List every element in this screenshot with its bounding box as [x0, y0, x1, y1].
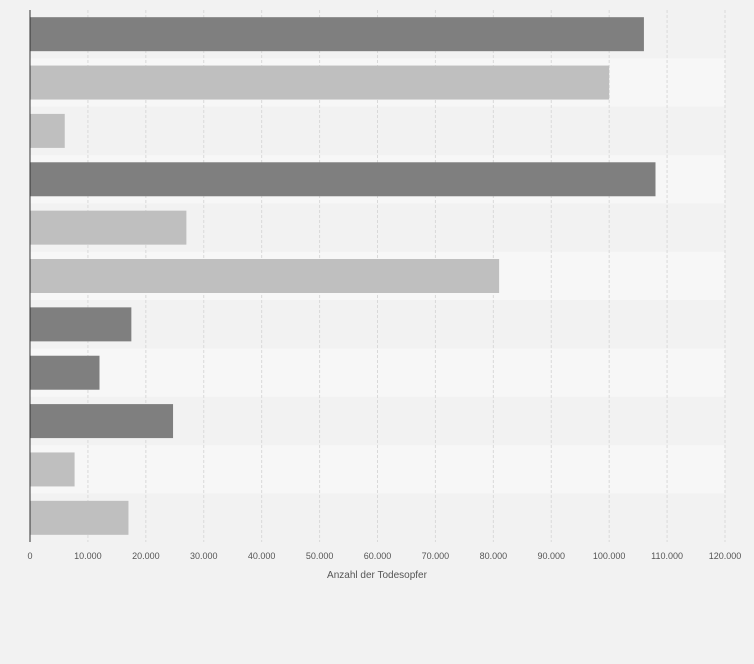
bar[interactable]: [30, 355, 100, 390]
bar[interactable]: [30, 500, 129, 535]
bar[interactable]: [30, 162, 656, 197]
x-tick-label: 40.000: [248, 551, 276, 561]
x-tick-labels: 0 10.000 20.000 30.000 40.000 50.000 60.000 70.…: [27, 551, 741, 561]
x-tick-label: 30.000: [190, 551, 218, 561]
bar[interactable]: [30, 452, 75, 487]
x-tick-label: 20.000: [132, 551, 160, 561]
x-tick-label: 0: [27, 551, 32, 561]
x-tick-label: 90.000: [537, 551, 565, 561]
bar[interactable]: [30, 404, 174, 439]
x-tick-label: 60.000: [364, 551, 392, 561]
x-tick-label: 50.000: [306, 551, 334, 561]
x-tick-label: 80.000: [480, 551, 508, 561]
x-tick-label: 120.000: [709, 551, 742, 561]
bar[interactable]: [30, 259, 500, 293]
x-tick-label: 70.000: [422, 551, 450, 561]
x-tick-label: 10.000: [74, 551, 102, 561]
bars: [30, 17, 656, 535]
x-tick-label: 110.000: [651, 551, 683, 561]
x-axis-label: Anzahl der Todesopfer: [327, 570, 428, 581]
x-tick-label: 100.000: [593, 551, 626, 561]
bar[interactable]: [30, 113, 65, 148]
bar[interactable]: [30, 17, 644, 52]
bar[interactable]: [30, 307, 132, 342]
bar[interactable]: [30, 210, 187, 245]
bar[interactable]: [30, 65, 610, 100]
